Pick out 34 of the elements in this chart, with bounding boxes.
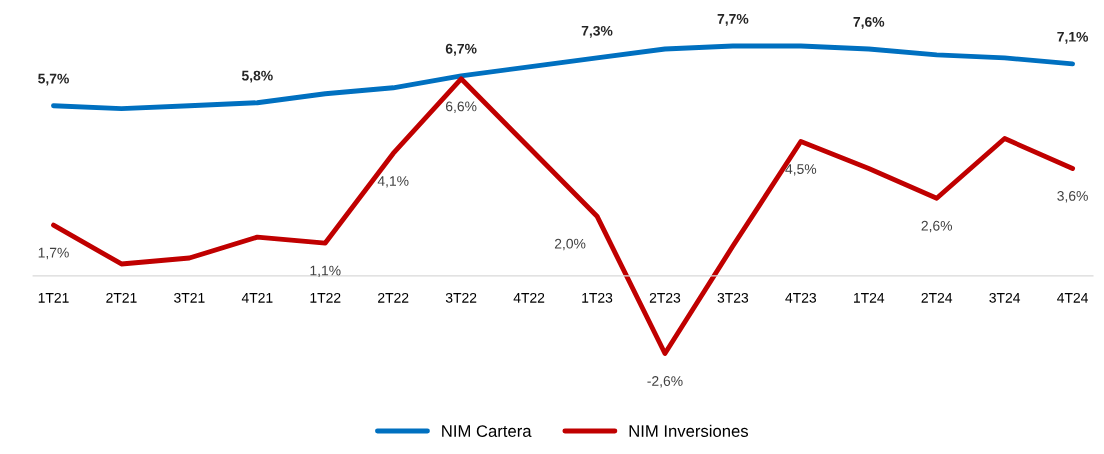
data-label: 6,6% (446, 101, 477, 113)
data-label: 4,5% (785, 164, 817, 176)
x-tick-label: 1T24 (854, 292, 885, 303)
x-tick-label: 4T24 (1057, 292, 1088, 303)
x-tick-label: 1T23 (582, 292, 613, 303)
x-tick-label: 4T23 (785, 292, 817, 303)
x-tick-label: 2T24 (921, 292, 953, 303)
x-tick-label: 2T21 (106, 292, 137, 303)
x-tick-label: 4T21 (241, 292, 273, 303)
x-tick-label: 3T23 (717, 292, 749, 303)
data-label: 7,7% (717, 14, 749, 26)
data-label: 5,7% (38, 73, 69, 86)
x-tick-label: 3T21 (174, 292, 205, 303)
data-label: -2,6% (647, 376, 683, 388)
legend-label: NIM Inversiones (629, 424, 749, 437)
data-label: 4,1% (377, 176, 409, 188)
data-label: 1,7% (38, 247, 69, 260)
x-tick-label: 4T22 (513, 292, 545, 303)
x-tick-label: 2T22 (378, 292, 409, 303)
data-label: 3,6% (1057, 191, 1088, 203)
data-label: 1,1% (310, 265, 341, 278)
data-label: 6,7% (445, 43, 477, 56)
x-tick-label: 1T22 (310, 292, 341, 303)
data-label: 7,3% (581, 25, 613, 38)
data-label: 7,1% (1057, 31, 1089, 44)
legend-label: NIM Cartera (442, 425, 532, 437)
data-label: 5,8% (241, 70, 273, 83)
x-tick-label: 3T24 (989, 292, 1021, 303)
data-label: 2,6% (921, 220, 953, 233)
x-tick-label: 3T22 (445, 292, 477, 303)
data-label: 7,6% (853, 16, 885, 29)
x-tick-label: 2T23 (649, 292, 681, 303)
x-tick-label: 1T21 (38, 292, 69, 303)
data-label: 2,0% (554, 238, 586, 251)
